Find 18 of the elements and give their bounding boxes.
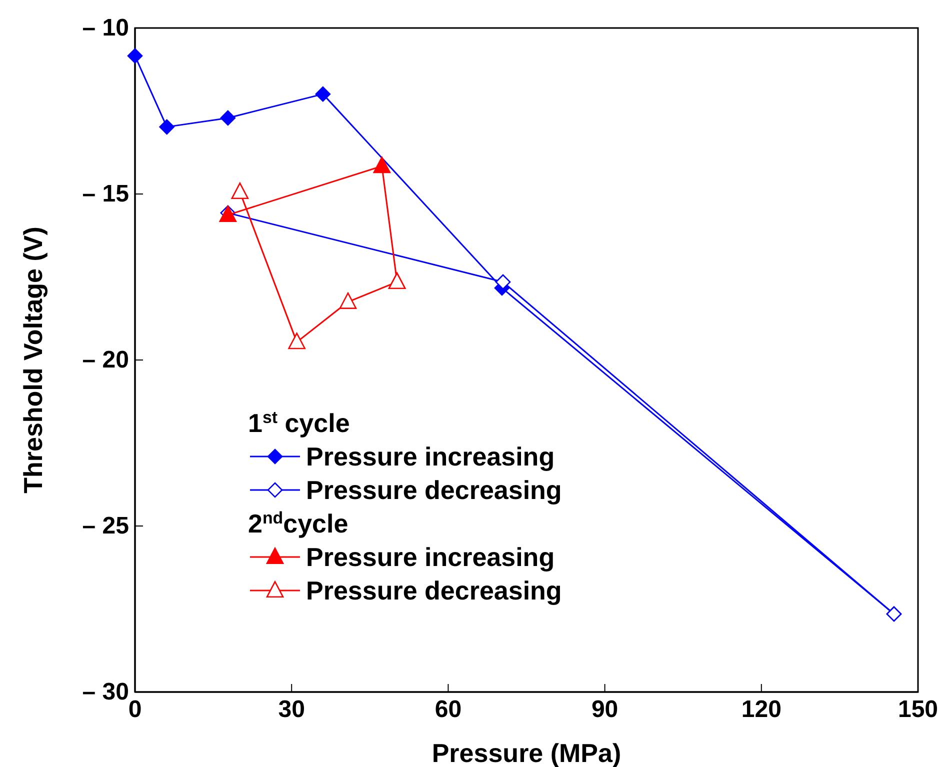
x-tick-label: 90 <box>591 696 618 724</box>
legend-label: Pressure decreasing <box>306 475 562 505</box>
legend-label: Pressure increasing <box>306 542 555 572</box>
y-axis-title: Threshold Voltage (V) <box>18 226 48 494</box>
x-tick-label: 30 <box>278 696 305 724</box>
y-tick-label: – 25 <box>82 512 129 540</box>
legend-label: Pressure decreasing <box>306 576 562 606</box>
annotation: 1$^{st}$ cycle <box>248 408 350 438</box>
y-tick-label: – 15 <box>82 180 129 208</box>
y-tick-label: – 30 <box>82 678 129 706</box>
legend-label: Pressure increasing <box>306 442 555 472</box>
x-tick-label: 150 <box>898 696 938 724</box>
x-tick-label: 60 <box>434 696 462 724</box>
annotation: 2$^{nd}$cycle <box>248 508 348 538</box>
x-tick-label: 0 <box>128 696 142 724</box>
y-tick-label: – 10 <box>82 14 129 42</box>
y-tick-label: – 20 <box>82 346 129 374</box>
x-tick-label: 120 <box>741 696 782 724</box>
